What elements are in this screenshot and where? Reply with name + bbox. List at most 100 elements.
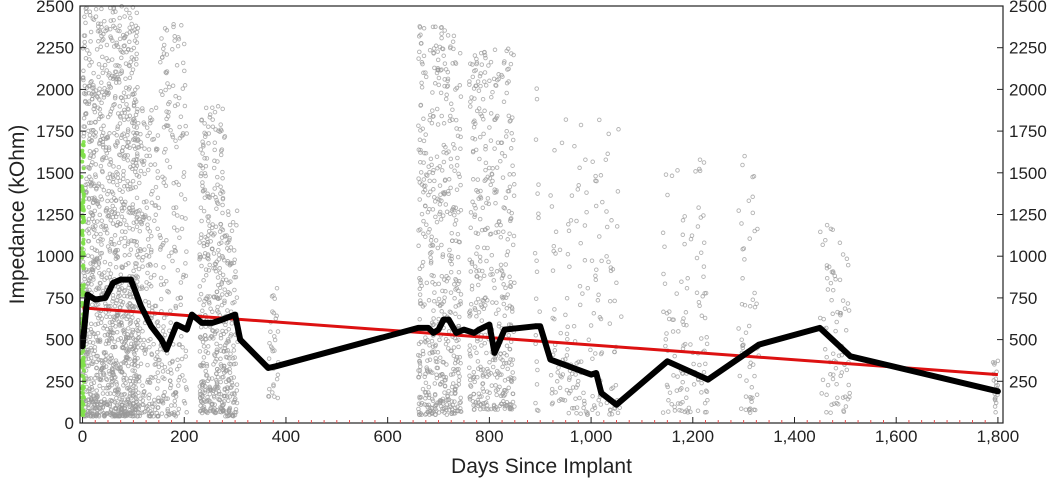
scatter-point [119,229,125,234]
scatter-point [503,134,509,139]
scatter-point [110,73,115,79]
scatter-point [482,340,488,346]
scatter-point [435,57,441,63]
scatter-point [474,108,480,114]
scatter-point [131,130,136,135]
scatter-point [102,351,107,356]
scatter-point [492,146,497,151]
scatter-point [201,208,207,214]
scatter-point [439,31,444,36]
scatter-point [593,173,598,179]
scatter-point [171,225,177,230]
scatter-point [830,311,835,317]
scatter-point [452,360,458,366]
scatter-point [448,348,453,353]
scatter-point [417,227,423,232]
scatter-point [419,283,424,289]
scatter-point [504,128,509,134]
scatter-point [138,131,143,137]
scatter-point [160,328,166,334]
scatter-point [130,67,136,72]
day-zero-point [80,246,85,251]
scatter-point [146,338,151,344]
scatter-point [133,380,138,385]
scatter-point [198,205,204,210]
scatter-point [220,227,226,233]
scatter-point [458,134,463,140]
scatter-point [416,176,421,181]
scatter-point [536,211,541,216]
scatter-point [443,289,448,294]
scatter-point [500,175,506,180]
scatter-point [112,375,117,381]
scatter-point [417,276,422,281]
scatter-point [126,47,131,52]
scatter-point [112,303,118,309]
scatter-point [167,84,172,90]
scatter-point [122,43,127,48]
scatter-point [416,374,421,380]
scatter-point [551,248,556,254]
scatter-point [476,88,482,93]
scatter-point [481,306,487,312]
scatter-point [149,247,154,253]
scatter-point [468,312,473,317]
scatter-point [110,179,116,185]
scatter-point [483,160,489,166]
scatter-point [203,163,209,169]
y-tick-label: 2000 [36,80,74,99]
scatter-point [199,263,204,269]
scatter-point [102,62,108,68]
scatter-point [488,231,494,237]
scatter-point [697,303,702,309]
scatter-point [552,307,557,312]
scatter-point [508,216,513,222]
scatter-point [111,23,116,29]
scatter-point [504,360,509,366]
scatter-point [112,211,117,217]
scatter-point [170,258,175,264]
scatter-point [224,389,230,394]
scatter-point [609,386,614,392]
scatter-point [421,70,426,76]
scatter-point [82,276,87,282]
scatter-point [482,108,487,114]
scatter-point [205,214,210,219]
scatter-point [135,120,141,126]
scatter-point [204,156,210,161]
scatter-point [425,209,431,215]
scatter-point [481,273,487,279]
scatter-point [126,94,131,99]
scatter-point [134,219,139,225]
scatter-point [447,211,453,216]
scatter-point [510,357,516,362]
scatter-point [470,149,476,155]
scatter-point [486,165,492,171]
scatter-point [101,31,106,37]
scatter-point [220,176,225,181]
scatter-point [95,199,101,204]
scatter-point [111,367,116,372]
scatter-point [467,348,472,353]
scatter-point [741,342,746,347]
scatter-point [511,52,516,58]
scatter-point [149,401,155,407]
scatter-point [91,219,97,224]
scatter-point [437,337,442,343]
scatter-point [150,404,155,409]
scatter-point [456,288,461,294]
scatter-point [231,248,237,253]
scatter-point [152,218,157,223]
scatter-point [680,379,685,385]
scatter-point [484,258,489,264]
scatter-point [702,315,708,321]
scatter-point [507,119,513,124]
scatter-point [492,187,497,192]
scatter-point [510,115,515,120]
scatter-point [155,319,160,324]
scatter-point [95,238,101,244]
scatter-point [458,292,464,297]
scatter-point [122,293,127,299]
scatter-point [473,400,479,405]
scatter-point [825,287,831,292]
